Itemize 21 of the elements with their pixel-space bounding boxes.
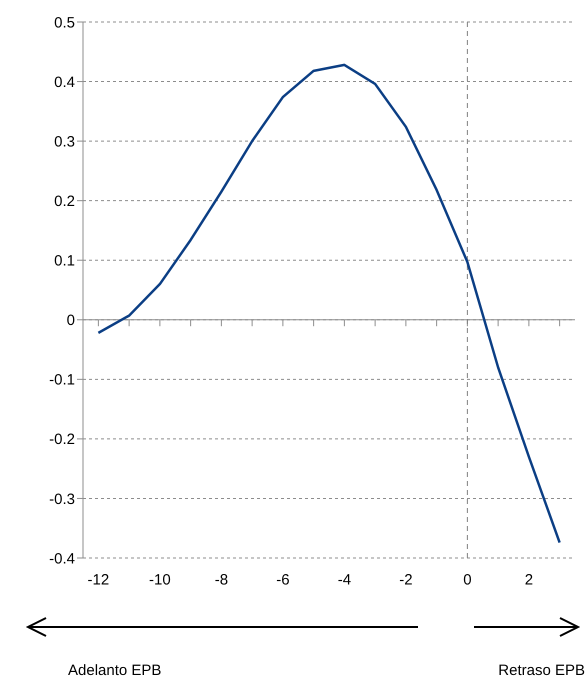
y-tick-label: 0.1 bbox=[54, 252, 75, 270]
y-tick-label: 0.3 bbox=[54, 133, 75, 150]
line-series bbox=[97, 64, 561, 544]
x-tick-label: 2 bbox=[524, 572, 534, 589]
x-tick-label: -2 bbox=[399, 572, 413, 589]
y-tick-label: -0.2 bbox=[49, 431, 75, 448]
y-tick-label: 0.5 bbox=[54, 14, 75, 32]
y-tick-label: 0 bbox=[66, 312, 75, 330]
text: Adelanto EPB bbox=[68, 662, 162, 679]
x-tick-label: -12 bbox=[88, 572, 110, 589]
x-tick-label: -4 bbox=[338, 572, 352, 589]
y-tick-label: 0.2 bbox=[54, 192, 75, 210]
x-tick-label: -10 bbox=[149, 572, 171, 589]
y-tick-label: 0.4 bbox=[54, 74, 75, 91]
y-tick-label: -0.3 bbox=[49, 490, 75, 508]
x-tick-label: -6 bbox=[276, 572, 290, 589]
text: Retraso EPB bbox=[498, 662, 585, 679]
x-tick-label: -8 bbox=[214, 572, 228, 589]
y-tick-label: -0.1 bbox=[49, 372, 75, 389]
x-tick-label: 0 bbox=[463, 572, 472, 589]
y-tick-label: -0.4 bbox=[49, 550, 75, 568]
